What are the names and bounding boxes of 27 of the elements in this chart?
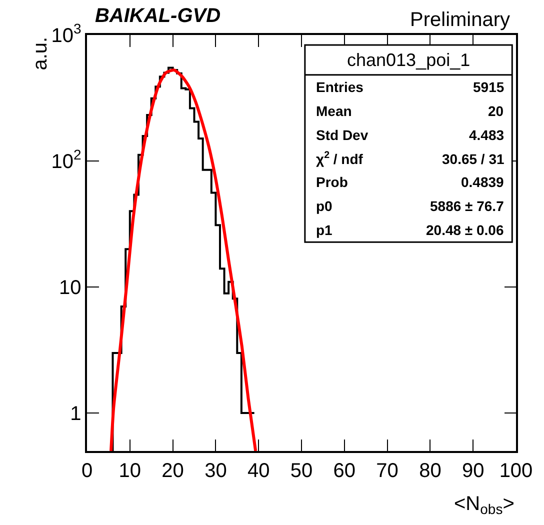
x-tick-label: 20	[162, 460, 184, 482]
x-tick-label: 0	[81, 460, 93, 482]
x-tick-label: 40	[247, 460, 270, 482]
text: Std Dev 4.483	[316, 127, 504, 143]
x-axis-title: <N$_{obs}$>	[454, 493, 514, 518]
x-tick-label: 90	[462, 460, 484, 482]
chart-title: BAIKAL-GVD	[94, 4, 221, 27]
text: p1 20.48 ± 0.06	[316, 222, 504, 238]
x-tick-label: 70	[376, 460, 398, 482]
y-tick-label: 10$^{3}$	[51, 20, 82, 47]
x-tick-label: 80	[419, 460, 442, 482]
text: χ$^{2}$ / ndf 30.65 / 31	[316, 150, 504, 167]
y-tick-label: 10	[59, 277, 82, 300]
y-axis-title: a.u.	[29, 36, 52, 70]
y-tick-label: 10$^{2}$	[51, 146, 82, 174]
x-tick-label: 30	[204, 460, 227, 482]
text: Mean 20	[316, 103, 504, 119]
text: p0 5886 ± 76.7	[316, 198, 504, 214]
x-tick-label: 100	[499, 460, 533, 482]
x-tick-label: 50	[290, 460, 313, 482]
annotation: chan013_poi_1	[347, 50, 470, 70]
x-tick-label: 60	[333, 460, 356, 482]
x-tick-label: 10	[118, 460, 142, 482]
text: Preliminary	[410, 9, 510, 31]
text: Entries 5915	[316, 79, 504, 95]
text: Prob 0.4839	[316, 174, 504, 190]
y-tick-label: 1	[70, 403, 82, 426]
